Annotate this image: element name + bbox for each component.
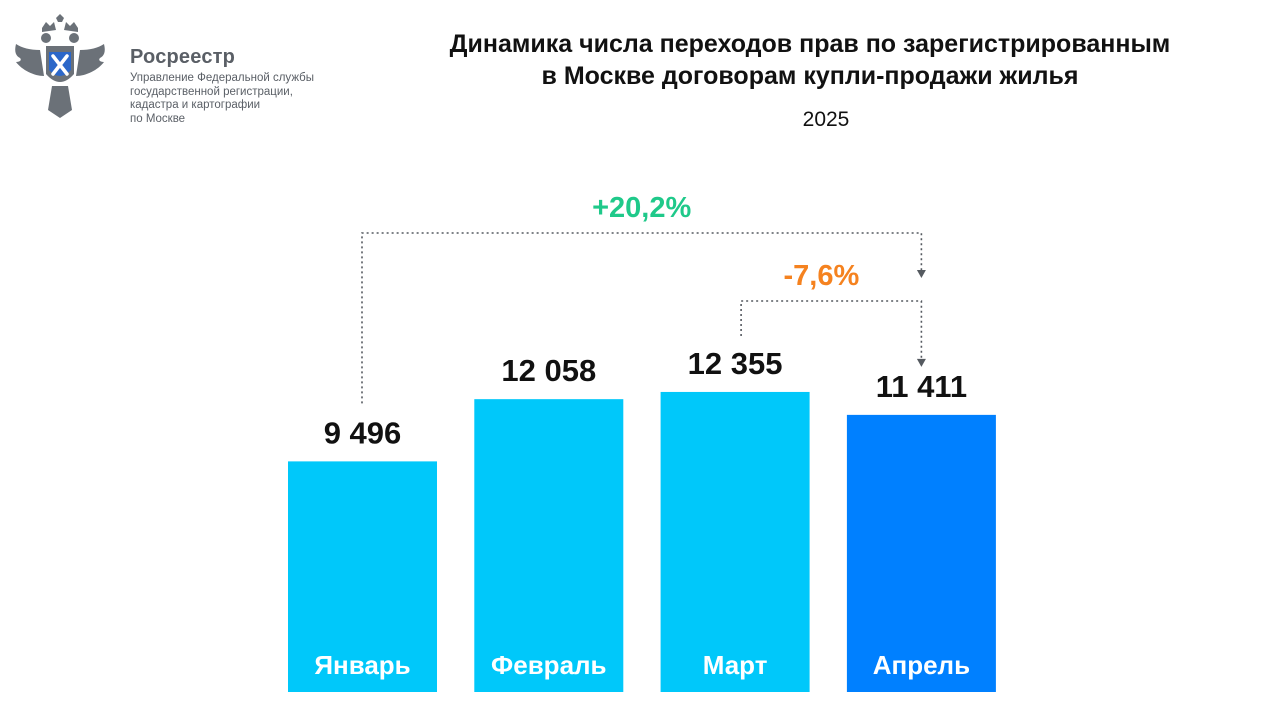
logo-description-line: кадастра и картографии — [130, 99, 261, 111]
bar — [474, 399, 624, 692]
rosreestr-logo: Росреестр Управление Федеральной службы … — [12, 14, 332, 125]
logo-name: Росреестр — [130, 46, 236, 68]
category-label: Февраль — [491, 650, 606, 680]
bar — [846, 414, 996, 692]
annotation-bracket — [740, 300, 923, 359]
bar — [288, 461, 437, 692]
data-label: 11 411 — [876, 369, 967, 404]
data-label: 9 496 — [324, 415, 402, 450]
logo-description: Управление Федеральной службы государств… — [130, 72, 340, 126]
logo-description-line: государственной регистрации, — [130, 85, 293, 98]
bar — [660, 391, 810, 692]
chart-title-line: в Москве договорам купли-продажи жилья — [541, 62, 1079, 90]
arrow-head-icon — [916, 270, 926, 278]
category-label: Январь — [314, 650, 410, 680]
chart-title: Динамика числа переходов прав по зарегис… — [360, 28, 1260, 92]
chart-subtitle: 2025 — [802, 108, 850, 131]
arrow-head-icon — [916, 358, 926, 367]
double-headed-eagle-icon — [15, 14, 105, 118]
annotation-label: -7,6% — [784, 260, 860, 292]
chart-title-line: Динамика числа переходов прав по зарегис… — [449, 30, 1171, 58]
logo-description-line: по Москве — [130, 112, 186, 125]
annotation-label: +20,2% — [592, 192, 691, 224]
annotation-bracket — [361, 232, 923, 404]
data-label: 12 058 — [501, 353, 596, 388]
logo-description-line: Управление Федеральной службы — [130, 72, 314, 84]
category-label: Апрель — [873, 650, 970, 680]
data-label: 12 355 — [688, 346, 783, 381]
category-label: Март — [703, 650, 768, 680]
